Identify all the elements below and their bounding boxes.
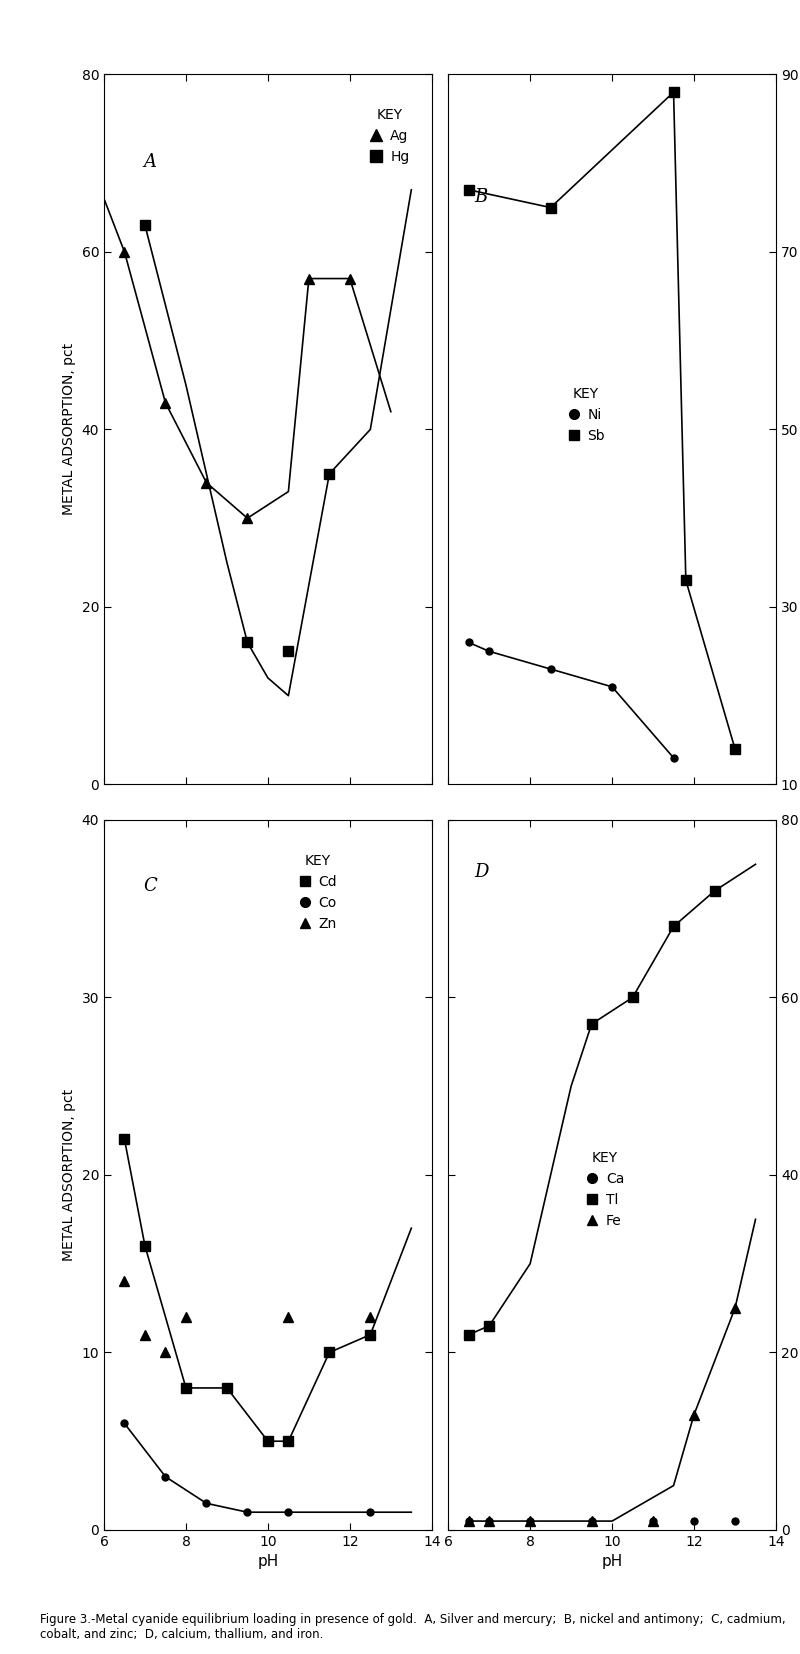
- Text: C: C: [143, 877, 157, 895]
- Legend: Ca, Tl, Fe: Ca, Tl, Fe: [580, 1145, 630, 1234]
- Text: A: A: [143, 152, 156, 170]
- Legend: Cd, Co, Zn: Cd, Co, Zn: [292, 849, 343, 936]
- Legend: Ni, Sb: Ni, Sb: [561, 382, 610, 448]
- X-axis label: pH: pH: [258, 1555, 278, 1570]
- Text: B: B: [474, 189, 488, 207]
- X-axis label: pH: pH: [602, 1555, 622, 1570]
- Text: D: D: [474, 863, 489, 880]
- Text: Figure 3.-Metal cyanide equilibrium loading in presence of gold.  A, Silver and : Figure 3.-Metal cyanide equilibrium load…: [40, 1613, 786, 1641]
- Legend: Ag, Hg: Ag, Hg: [364, 103, 415, 170]
- Y-axis label: METAL ADSORPTION, pct: METAL ADSORPTION, pct: [62, 1088, 76, 1260]
- Y-axis label: METAL ADSORPTION, pct: METAL ADSORPTION, pct: [62, 344, 76, 516]
